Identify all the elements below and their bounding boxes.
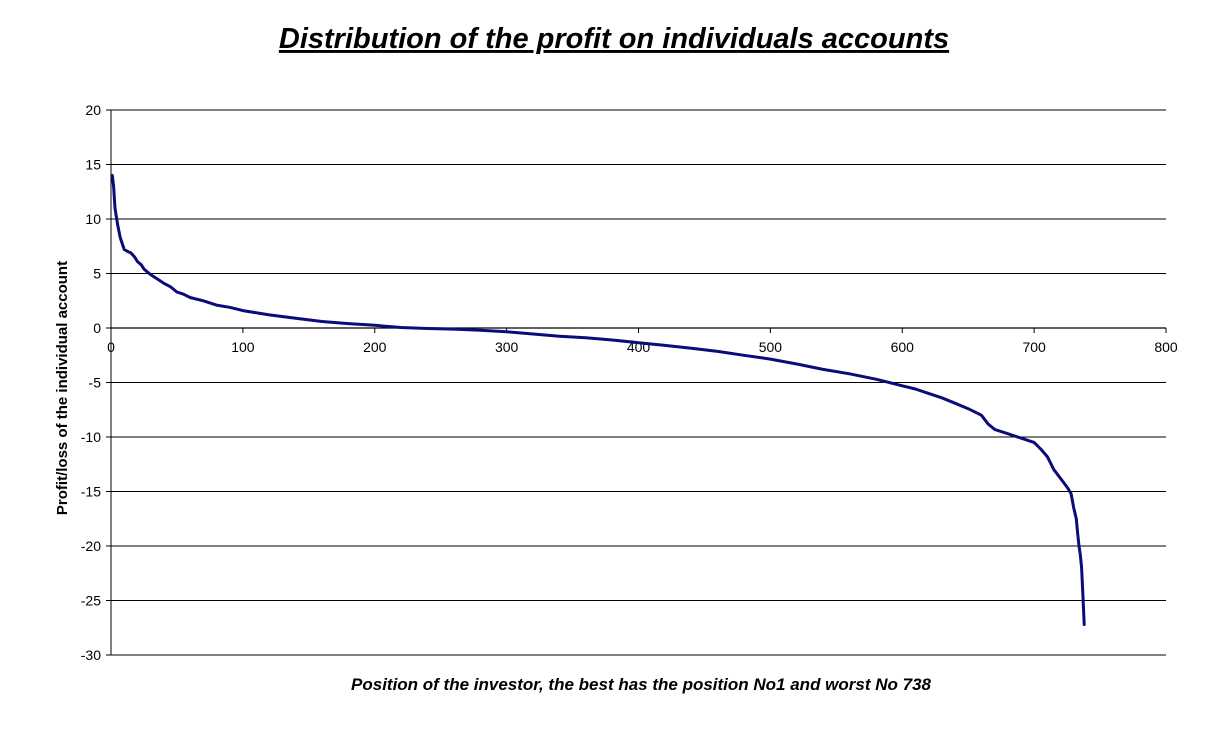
x-tick-label: 200 <box>363 339 387 355</box>
y-tick-label: -15 <box>81 484 101 500</box>
x-tick-label: 600 <box>891 339 915 355</box>
y-tick-label: 20 <box>85 102 101 118</box>
grid <box>111 109 1166 656</box>
x-tick-labels: 0 100 200 300 400 500 600 700 800 <box>107 339 1178 355</box>
y-tick-label: 5 <box>93 266 101 282</box>
x-tick-label: 100 <box>231 339 255 355</box>
axes <box>106 109 1167 656</box>
y-tick-label: -25 <box>81 593 101 609</box>
chart-title: Distribution of the profit on individual… <box>279 23 949 55</box>
y-tick-label: 15 <box>85 157 101 173</box>
y-tick-label: 0 <box>93 320 101 336</box>
y-tick-label: 10 <box>85 211 101 227</box>
series-line <box>110 173 1086 626</box>
y-tick-label: -20 <box>81 538 101 554</box>
y-tick-label: -5 <box>89 375 102 391</box>
y-tick-label: -30 <box>81 647 101 663</box>
y-tick-label: -10 <box>81 429 101 445</box>
y-tick-labels: 20 15 10 5 0 -5 -10 -15 -20 -25 -30 <box>81 102 101 663</box>
y-axis-title: Profit/loss of the individual account <box>54 261 71 515</box>
series-group <box>110 173 1086 626</box>
x-tick-label: 300 <box>495 339 519 355</box>
x-tick-label: 0 <box>107 339 115 355</box>
x-tick-label: 500 <box>759 339 783 355</box>
x-tick-label: 800 <box>1154 339 1178 355</box>
x-tick-label: 700 <box>1022 339 1046 355</box>
x-axis-title: Position of the investor, the best has t… <box>351 675 932 694</box>
